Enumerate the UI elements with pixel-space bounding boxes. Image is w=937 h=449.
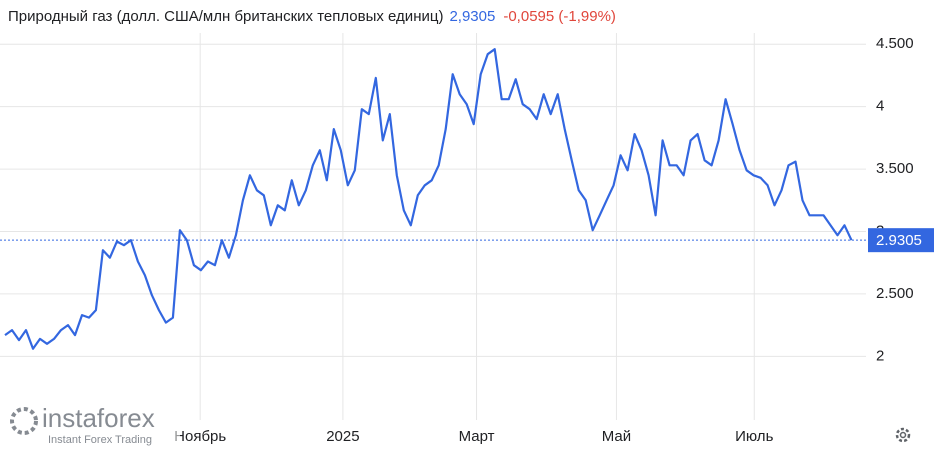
chart-title: Природный газ (долл. США/млн британских … — [8, 8, 616, 25]
y-tick-label: 2.500 — [876, 285, 914, 302]
x-tick-label: Ноябрь — [174, 428, 226, 445]
y-tick-label: 3.500 — [876, 160, 914, 177]
watermark: instaforex Instant Forex Trading — [4, 400, 180, 448]
watermark-bg — [4, 400, 180, 448]
watermark-logo — [10, 407, 38, 435]
y-tick-label: 2 — [876, 347, 884, 364]
gear-hub — [899, 431, 907, 439]
price-line — [4, 48, 853, 350]
last-price-label: 2.9305 — [876, 232, 922, 249]
title-text: Природный газ (долл. США/млн британских … — [8, 8, 443, 25]
change: -0,0595 (-1,99%) — [503, 8, 616, 25]
price: 2,9305 — [449, 8, 495, 25]
x-tick-label: Июль — [735, 428, 773, 445]
watermark-tagline: Instant Forex Trading — [48, 434, 152, 446]
y-tick-label: 4 — [876, 98, 884, 115]
watermark-brand: instaforex — [42, 403, 155, 433]
plot: 22.50033.50044.500Ноябрь2025МартМайИюль2… — [0, 33, 934, 445]
y-tick-label: 4.500 — [876, 35, 914, 52]
settings-icon[interactable] — [895, 427, 911, 443]
gear-teeth — [895, 427, 911, 443]
x-tick-label: Май — [602, 428, 631, 445]
last-price-box — [868, 228, 934, 253]
x-tick-label: Март — [459, 428, 495, 445]
x-tick-label: 2025 — [326, 428, 359, 445]
